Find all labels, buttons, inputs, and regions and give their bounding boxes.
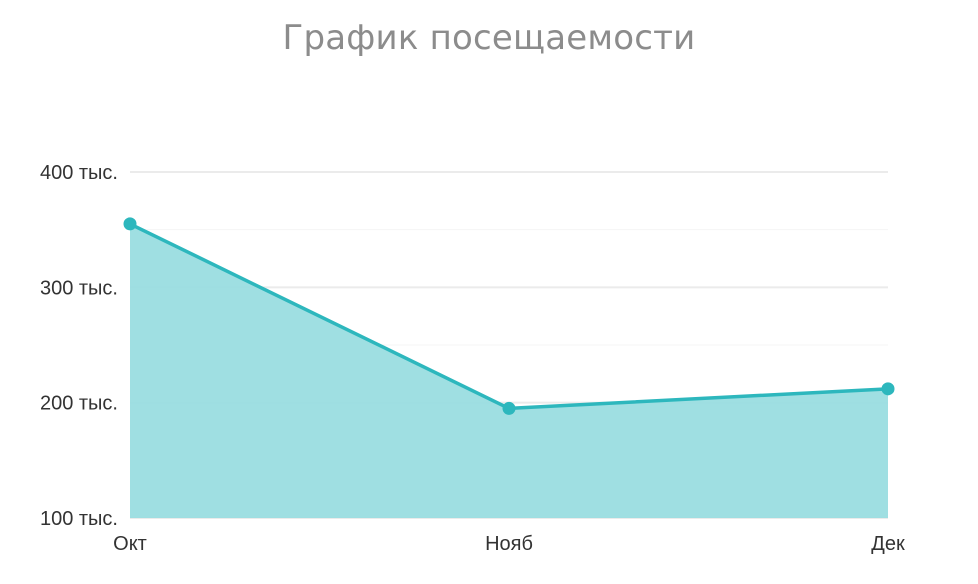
y-tick-label-2: 200 тыс. — [40, 393, 118, 415]
x-tick-label-1: Окт — [113, 533, 147, 555]
x-tick-label-2: Нояб — [485, 533, 533, 555]
data-point-2 — [502, 401, 516, 415]
series-area — [130, 223, 888, 518]
data-point-1 — [123, 217, 137, 231]
data-point-3 — [881, 382, 895, 396]
x-tick-label-3: Дек — [871, 533, 905, 555]
y-tick-label-3: 300 тыс. — [40, 277, 118, 299]
y-tick-label-4: 400 тыс. — [40, 162, 118, 184]
chart-title: График посещаемости — [282, 18, 696, 58]
y-tick-label-1: 100 тыс. — [40, 508, 118, 530]
